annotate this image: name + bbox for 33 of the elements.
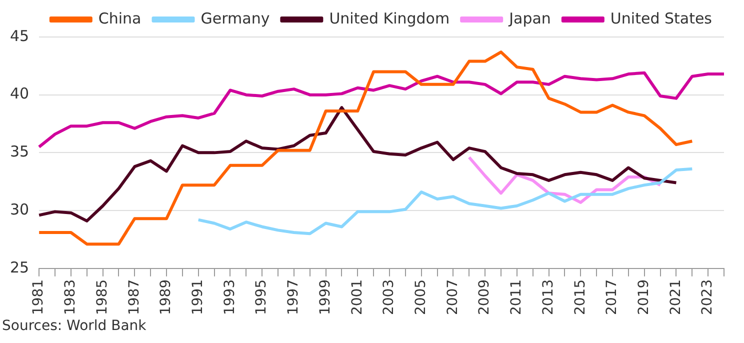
x-tick-label: 1995 <box>254 279 270 316</box>
x-tick-label: 2017 <box>604 279 620 316</box>
legend-label: Germany <box>200 9 270 28</box>
y-tick-label: 30 <box>10 200 30 218</box>
legend-label: United Kingdom <box>329 9 450 28</box>
x-tick-label: 1983 <box>62 279 79 316</box>
y-tick-label: 35 <box>10 142 30 161</box>
x-tick-label: 1997 <box>286 279 302 316</box>
y-tick-label: 40 <box>10 84 30 103</box>
x-tick-label: 1985 <box>94 279 110 316</box>
y-tick-label: 25 <box>10 258 30 276</box>
x-tick-label: 2023 <box>700 279 716 316</box>
x-tick-label: 1999 <box>317 279 334 316</box>
x-tick-label: 1993 <box>222 279 238 316</box>
x-tick-label: 1987 <box>126 279 142 316</box>
x-tick-label: 2001 <box>349 279 366 316</box>
x-tick-label: 2007 <box>444 279 461 316</box>
legend-label: Japan <box>508 9 551 28</box>
legend-label: China <box>98 9 142 28</box>
x-tick-label: 2005 <box>413 279 430 316</box>
x-tick-label: 2021 <box>668 279 684 316</box>
x-tick-label: 2013 <box>540 279 556 316</box>
x-tick-label: 2011 <box>508 279 525 316</box>
x-tick-label: 1991 <box>190 279 206 316</box>
x-tick-label: 2009 <box>476 279 493 316</box>
source-note: Sources: World Bank <box>2 318 146 334</box>
x-tick-label: 1989 <box>158 279 174 316</box>
x-tick-label: 2015 <box>572 279 588 316</box>
y-tick-label: 45 <box>10 26 30 45</box>
x-tick-label: 1981 <box>30 279 47 316</box>
x-tick-label: 2003 <box>381 279 398 316</box>
x-tick-label: 2019 <box>636 279 652 316</box>
legend-label: United States <box>610 9 712 28</box>
